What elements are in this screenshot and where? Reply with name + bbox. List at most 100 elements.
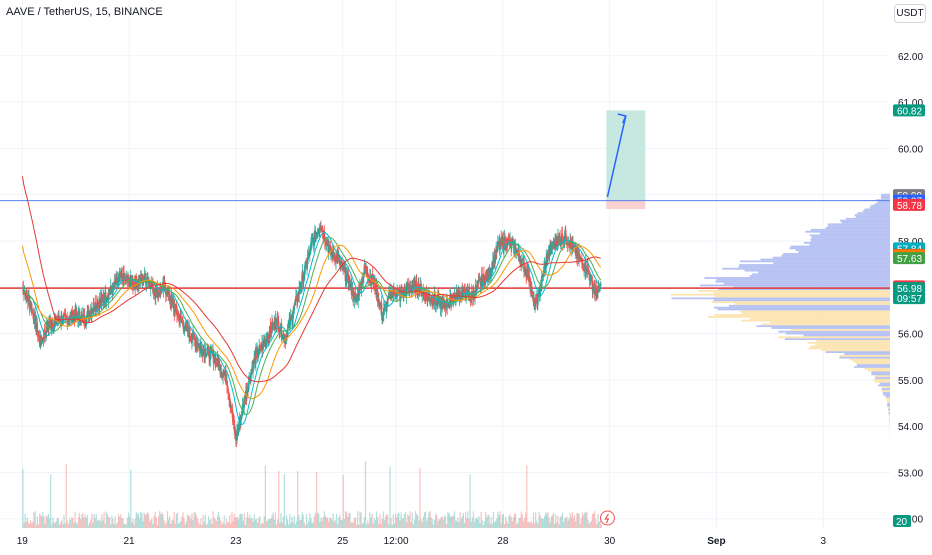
volume-bars: [22, 461, 602, 528]
volume-bar: [318, 514, 319, 528]
volume-bar: [431, 517, 432, 528]
volume-bar: [385, 516, 386, 528]
volume-bar: [270, 518, 271, 528]
volume-bar: [125, 524, 126, 528]
volume-bar: [187, 515, 188, 528]
volume-bar: [502, 515, 503, 528]
price-tag-countdown: 09:57: [897, 294, 922, 305]
volume-bar: [166, 522, 167, 528]
volume-bar: [45, 523, 46, 528]
volume-profile-bar: [773, 257, 890, 259]
volume-bar: [218, 512, 219, 528]
volume-bar: [356, 524, 357, 528]
volume-bar: [117, 522, 118, 528]
volume-bar: [301, 512, 302, 528]
volume-bar: [85, 514, 86, 528]
x-tick-label: 12:00: [384, 536, 409, 547]
volume-bar: [376, 512, 377, 528]
volume-bar: [462, 516, 463, 528]
volume-bar: [128, 513, 129, 528]
volume-bar: [48, 514, 49, 528]
volume-bar: [406, 522, 407, 528]
currency-unit-button[interactable]: USDT: [894, 4, 926, 23]
volume-bar: [345, 511, 346, 528]
volume-bar: [597, 514, 598, 528]
volume-bar: [23, 523, 24, 528]
volume-bar: [110, 524, 111, 528]
volume-bar: [111, 516, 112, 528]
volume-bar: [210, 519, 211, 528]
volume-bar: [68, 524, 69, 528]
volume-bar: [553, 513, 554, 528]
volume-bar: [512, 521, 513, 528]
volume-profile-bar: [881, 194, 890, 196]
volume-bar: [56, 521, 57, 528]
volume-bar: [226, 519, 227, 528]
volume-bar: [322, 521, 323, 528]
volume-bar: [360, 513, 361, 528]
volume-bar: [387, 515, 388, 528]
volume-bar: [479, 523, 480, 528]
volume-bar: [390, 518, 391, 528]
y-tick-label: 60.00: [898, 144, 923, 155]
volume-profile-bar: [791, 329, 890, 331]
volume-profile-bar: [888, 409, 890, 411]
volume-bar: [414, 519, 415, 528]
volume-bar: [367, 521, 368, 528]
volume-bar: [233, 521, 234, 528]
volume-bar: [441, 517, 442, 528]
volume-bar: [235, 517, 236, 528]
volume-bar: [296, 521, 297, 528]
volume-profile: [671, 194, 890, 487]
volume-bar: [249, 515, 250, 528]
volume-bar: [477, 520, 478, 528]
volume-bar: [563, 522, 564, 528]
volume-bar: [464, 523, 465, 528]
volume-bar: [189, 516, 190, 528]
volume-bar: [180, 521, 181, 528]
volume-bar: [315, 513, 316, 528]
volume-bar: [500, 511, 501, 528]
volume-profile-bar: [778, 331, 890, 333]
volume-profile-bar: [828, 223, 890, 225]
volume-bar: [148, 514, 149, 528]
target-zone: [606, 110, 645, 200]
volume-bar: [73, 523, 74, 528]
volume-bar: [359, 512, 360, 528]
volume-bar: [501, 523, 502, 528]
volume-bar: [368, 523, 369, 528]
volume-bar: [340, 520, 341, 528]
volume-bar: [162, 514, 163, 528]
volume-bar: [266, 521, 267, 528]
volume-profile-bar: [714, 314, 890, 316]
volume-bar: [357, 511, 358, 528]
volume-bar: [182, 512, 183, 528]
volume-bar: [66, 464, 67, 528]
volume-profile-bar: [740, 260, 890, 262]
volume-bar: [590, 522, 591, 528]
volume-profile-bar: [888, 407, 890, 409]
volume-bar: [525, 512, 526, 528]
volume-bar: [443, 520, 444, 528]
volume-bar: [515, 514, 516, 528]
volume-bar: [388, 524, 389, 528]
volume-profile-bar: [771, 327, 890, 329]
volume-profile-bar: [881, 197, 890, 199]
volume-bar: [594, 511, 595, 528]
volume-bar: [106, 512, 107, 528]
volume-bar: [336, 514, 337, 528]
volume-bar: [243, 520, 244, 528]
volume-bar: [328, 522, 329, 528]
volume-bar: [404, 514, 405, 528]
volume-bar: [402, 518, 403, 528]
volume-bar: [451, 517, 452, 528]
volume-bar: [429, 511, 430, 528]
volume-bar: [463, 513, 464, 528]
volume-bar: [248, 518, 249, 528]
volume-profile-bar: [810, 346, 890, 348]
volume-bar: [147, 512, 148, 528]
volume-bar: [510, 514, 511, 528]
